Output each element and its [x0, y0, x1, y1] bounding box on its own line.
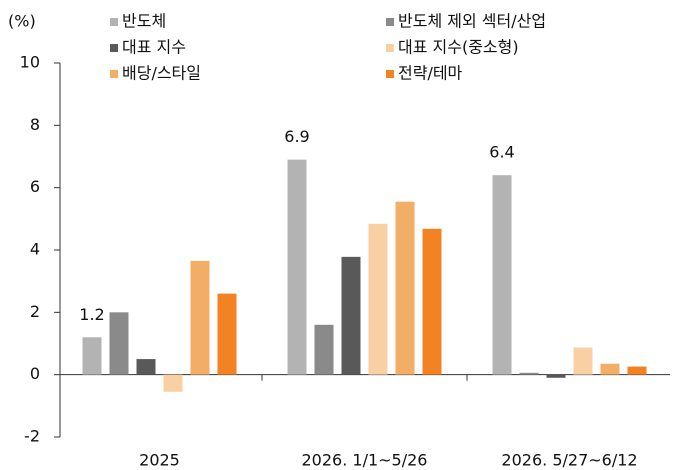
y-tick-label: 6 — [30, 177, 40, 196]
bar — [546, 374, 566, 378]
x-tick-label: 2025 — [139, 451, 180, 470]
y-tick-label: 4 — [30, 240, 40, 259]
legend-swatch — [110, 44, 118, 52]
bar — [109, 312, 129, 375]
legend-label: 반도체 제외 섹터/산업 — [398, 12, 546, 31]
y-tick-label: 2 — [30, 302, 40, 321]
bar — [314, 324, 334, 375]
value-label: 1.2 — [79, 305, 104, 324]
bar — [627, 366, 647, 375]
bar — [136, 359, 156, 375]
value-label: 6.9 — [284, 127, 309, 146]
bar — [492, 175, 512, 375]
x-tick-label: 2026. 1/1~5/26 — [302, 451, 428, 470]
legend-swatch — [110, 70, 118, 78]
bar — [190, 260, 210, 375]
bar — [163, 374, 183, 392]
bar — [287, 159, 307, 375]
bar — [368, 223, 388, 375]
legend-label: 대표 지수 — [122, 38, 186, 57]
legend-swatch — [386, 44, 394, 52]
legend-swatch — [386, 18, 394, 26]
legend-label: 배당/스타일 — [122, 64, 201, 83]
bar — [573, 347, 593, 375]
legend-label: 반도체 — [122, 12, 166, 31]
legend-label: 전략/테마 — [398, 64, 463, 83]
y-tick-label: 8 — [30, 115, 40, 134]
bar — [395, 201, 415, 375]
y-tick-label: 0 — [30, 364, 40, 383]
bar — [600, 363, 620, 375]
bar — [422, 228, 442, 375]
bar — [82, 337, 102, 375]
y-tick-label: 10 — [20, 53, 40, 72]
bar — [217, 293, 237, 375]
unit-label: (%) — [8, 12, 36, 31]
legend-swatch — [386, 70, 394, 78]
legend-label: 대표 지수(중소형) — [398, 38, 519, 57]
y-tick-label: -2 — [24, 427, 40, 446]
legend-swatch — [110, 18, 118, 26]
bar — [519, 372, 539, 375]
x-tick-label: 2026. 5/27~6/12 — [501, 451, 637, 470]
value-label: 6.4 — [489, 143, 514, 162]
bar — [341, 256, 361, 375]
